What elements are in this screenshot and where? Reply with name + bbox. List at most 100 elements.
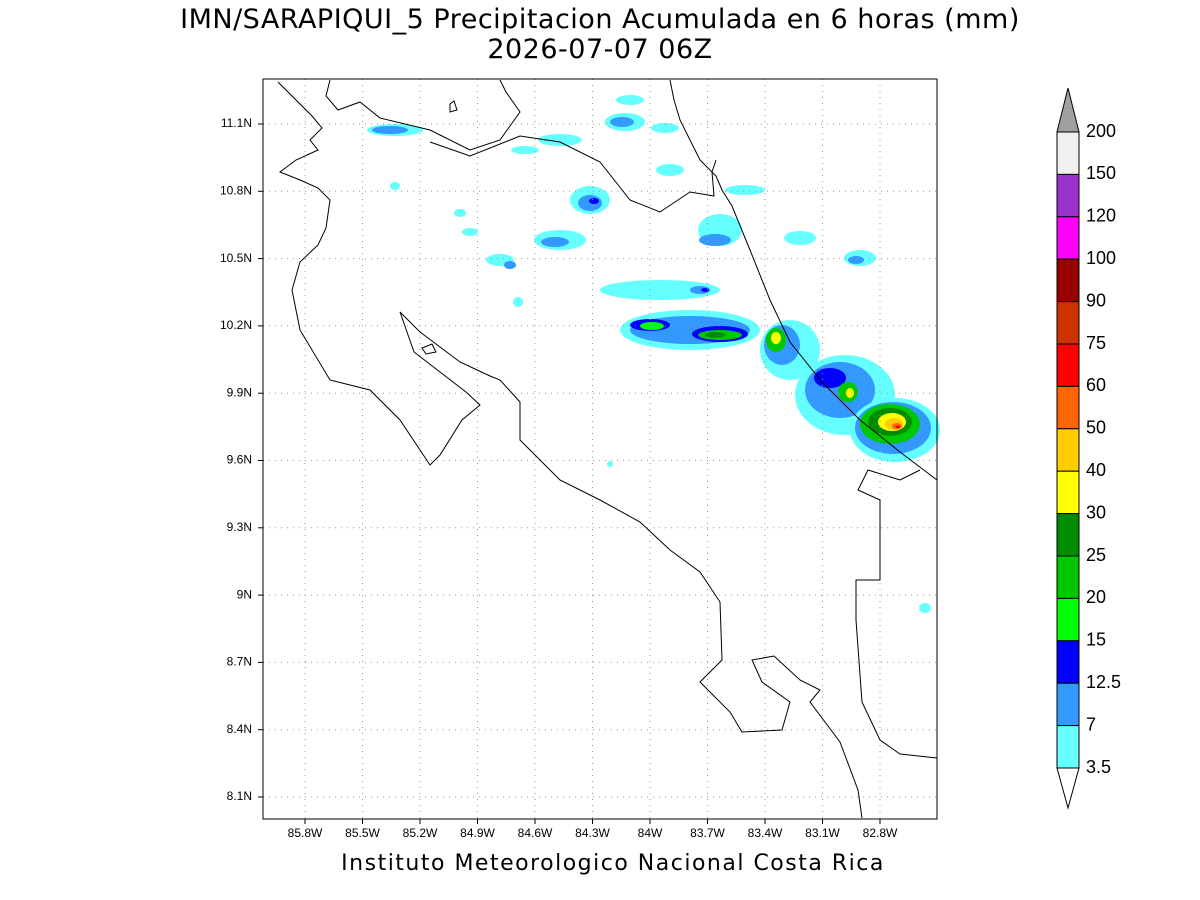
lake-coastline xyxy=(325,79,521,151)
lon-label: 82.8W xyxy=(863,826,898,840)
rain-area xyxy=(372,126,408,134)
colorbar-label: 30 xyxy=(1086,502,1106,522)
colorbar-swatch xyxy=(1056,343,1080,387)
colorbar-label: 200 xyxy=(1086,121,1116,141)
caribbean-coastline xyxy=(669,79,938,481)
rain-area xyxy=(656,164,684,176)
lon-label: 85.5W xyxy=(345,826,380,840)
rain-area xyxy=(589,198,599,204)
lat-label: 9.3N xyxy=(227,520,252,534)
colorbar-swatch xyxy=(1056,258,1080,303)
grid xyxy=(258,79,937,824)
colorbar-label: 12.5 xyxy=(1086,672,1121,692)
colorbar-label: 90 xyxy=(1086,290,1106,310)
precipitation-field xyxy=(367,95,940,613)
lat-label: 10.8N xyxy=(220,183,252,197)
rain-area xyxy=(610,117,634,127)
colorbar-swatch xyxy=(1056,301,1080,345)
rain-area xyxy=(504,261,516,269)
lat-label: 9.6N xyxy=(227,453,252,467)
colorbar-label: 120 xyxy=(1086,206,1116,226)
colorbar-label: 15 xyxy=(1086,630,1106,650)
map-plot: 85.8W 85.5W 85.2W 84.9W 84.6W 84.3W 84W 83.7W 83… xyxy=(220,78,940,840)
lon-label: 84W xyxy=(638,826,663,840)
lat-label: 8.7N xyxy=(227,655,252,669)
footer: Instituto Meteorologico Nacional Costa R… xyxy=(341,851,885,876)
lon-label: 85.2W xyxy=(403,826,438,840)
colorbar-label: 20 xyxy=(1086,587,1106,607)
border-nicaragua xyxy=(429,135,717,213)
rain-area xyxy=(640,322,664,330)
rain-area xyxy=(651,123,679,133)
colorbar-label: 7 xyxy=(1086,714,1096,734)
lon-label: 83.7W xyxy=(690,826,725,840)
rain-area xyxy=(607,461,613,467)
colorbar-label: 150 xyxy=(1086,163,1116,183)
lat-label: 9.9N xyxy=(227,385,252,399)
colorbar-swatch xyxy=(1056,470,1080,515)
lon-label: 84.6W xyxy=(518,826,553,840)
rain-area xyxy=(771,332,781,344)
rain-area xyxy=(462,228,478,236)
colorbar-swatch xyxy=(1056,725,1080,769)
colorbar-label: 100 xyxy=(1086,248,1116,268)
rain-area xyxy=(513,297,523,307)
lat-labels: 11.1N 10.8N 10.5N 10.2N 9.9N 9.6N 9.3N 9N 8.7N 8.… xyxy=(220,116,252,803)
colorbar-label: 3.5 xyxy=(1086,757,1111,777)
rain-area xyxy=(390,182,400,190)
lon-label: 83.1W xyxy=(805,826,840,840)
rain-area xyxy=(600,280,720,300)
lon-labels: 85.8W 85.5W 85.2W 84.9W 84.6W 84.3W 84W 83.7W 83… xyxy=(288,826,898,840)
rain-area xyxy=(705,332,725,338)
colorbar-swatch xyxy=(1056,428,1080,472)
rain-area xyxy=(616,95,644,105)
colorbar-swatch xyxy=(1056,385,1080,430)
rain-area xyxy=(846,388,854,398)
lat-label: 8.4N xyxy=(227,722,252,736)
colorbar-swatch xyxy=(1056,173,1080,218)
rain-area xyxy=(578,195,602,211)
colorbar-label: 40 xyxy=(1086,460,1106,480)
lon-label: 85.8W xyxy=(288,826,323,840)
colorbar-label: 25 xyxy=(1086,545,1106,565)
rain-area xyxy=(538,134,582,146)
lat-label: 10.5N xyxy=(220,251,252,265)
lat-label: 10.2N xyxy=(220,318,252,332)
colorbar-label: 50 xyxy=(1086,418,1106,438)
map-frame xyxy=(262,78,938,820)
colorbar-label: 60 xyxy=(1086,375,1106,395)
colorbar-over xyxy=(1056,87,1080,133)
rain-area xyxy=(848,256,864,264)
lat-label: 9N xyxy=(237,587,252,601)
rain-area xyxy=(511,146,539,154)
colorbar-swatch xyxy=(1056,216,1080,260)
lat-label: 11.1N xyxy=(221,116,252,130)
rain-area xyxy=(725,185,765,195)
rain-area xyxy=(541,237,569,247)
lon-label: 84.9W xyxy=(460,826,495,840)
rain-area xyxy=(919,603,931,613)
colorbar-swatch xyxy=(1056,682,1080,727)
subtitle: 2026-07-07 06Z xyxy=(487,34,712,65)
rain-area xyxy=(454,209,466,217)
colorbar-swatch xyxy=(1056,513,1080,557)
rain-area xyxy=(784,231,816,245)
pacific-coastline xyxy=(277,81,863,819)
rain-area xyxy=(699,234,731,246)
border-panama xyxy=(855,469,938,759)
colorbar: 200 150 120 100 90 75 60 50 40 30 25 20 15 12.5 7 3.5 xyxy=(1056,87,1121,810)
rain-area xyxy=(895,425,901,429)
colorbar-swatch xyxy=(1056,131,1080,175)
lon-label: 83.4W xyxy=(748,826,783,840)
colorbar-swatch xyxy=(1056,640,1080,684)
lon-label: 84.3W xyxy=(575,826,610,840)
colorbar-label: 75 xyxy=(1086,333,1106,353)
lat-label: 8.1N xyxy=(227,789,252,803)
colorbar-swatch xyxy=(1056,597,1080,642)
island xyxy=(449,100,458,113)
colorbar-swatch xyxy=(1056,555,1080,599)
island xyxy=(421,343,437,355)
title: IMN/SARAPIQUI_5 Precipitacion Acumulada … xyxy=(180,4,1020,35)
